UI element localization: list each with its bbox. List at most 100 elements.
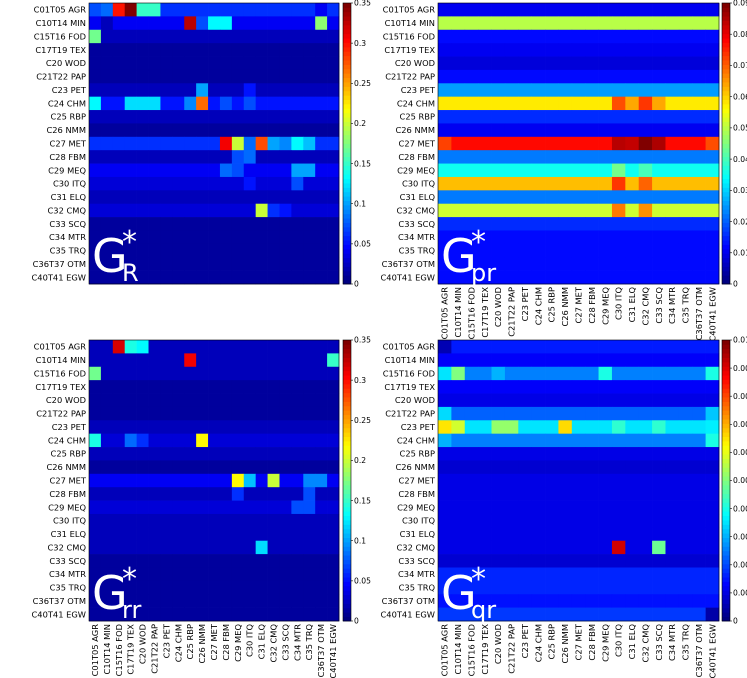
heatmap-cell bbox=[100, 243, 114, 258]
heatmap-cell bbox=[678, 353, 693, 368]
heatmap-cell bbox=[124, 540, 137, 555]
heatmap-cell bbox=[327, 43, 340, 57]
heatmap-cell bbox=[291, 594, 304, 608]
heatmap-cell bbox=[327, 110, 340, 124]
heatmap-cell bbox=[464, 270, 479, 285]
colorbar-segment bbox=[343, 357, 351, 363]
colorbar-segment bbox=[722, 82, 730, 87]
heatmap-cell bbox=[504, 500, 519, 515]
heatmap-cell bbox=[438, 150, 452, 164]
heatmap-cell bbox=[692, 554, 706, 568]
heatmap-cell bbox=[136, 270, 149, 285]
heatmap-cell bbox=[598, 353, 613, 368]
heatmap-cell bbox=[478, 447, 492, 461]
heatmap-cell bbox=[652, 567, 666, 582]
heatmap-cell bbox=[243, 257, 257, 271]
heatmap-cell bbox=[231, 270, 245, 285]
colorbar-tick-label: 0.04 bbox=[733, 155, 747, 164]
heatmap-cell bbox=[100, 257, 114, 271]
colorbar-segment bbox=[722, 55, 730, 61]
heatmap-cell bbox=[692, 217, 706, 231]
heatmap-cell bbox=[611, 150, 626, 164]
heatmap-cell bbox=[451, 447, 466, 461]
colorbar-segment bbox=[343, 191, 351, 197]
heatmap-cell bbox=[172, 190, 185, 205]
heatmap-cell bbox=[705, 136, 720, 151]
heatmap-cell bbox=[315, 3, 328, 17]
heatmap-cell bbox=[315, 393, 328, 408]
heatmap-cell bbox=[545, 163, 559, 178]
row-label: C10T14 MIN bbox=[36, 355, 86, 365]
row-label: C01T05 AGR bbox=[34, 5, 87, 15]
heatmap-cell bbox=[196, 487, 209, 501]
heatmap-cell bbox=[279, 366, 292, 381]
heatmap-cell bbox=[124, 513, 137, 528]
heatmap-cell bbox=[315, 594, 328, 608]
heatmap-cell bbox=[160, 136, 173, 151]
heatmap-cell bbox=[464, 527, 479, 542]
heatmap-cell bbox=[303, 433, 316, 448]
heatmap-cell bbox=[243, 176, 257, 191]
heatmap-cell bbox=[279, 420, 292, 435]
heatmap-cell bbox=[112, 487, 126, 501]
heatmap-cell bbox=[678, 123, 693, 138]
heatmap-cell bbox=[545, 473, 559, 488]
heatmap-cell bbox=[124, 203, 137, 218]
heatmap-cell bbox=[112, 527, 126, 542]
heatmap-cell bbox=[279, 393, 292, 408]
heatmap-cell bbox=[136, 43, 149, 57]
heatmap-cell bbox=[491, 176, 506, 191]
heatmap-cell bbox=[255, 217, 268, 231]
heatmap-cell bbox=[558, 176, 573, 191]
heatmap-frame bbox=[88, 2, 340, 285]
heatmap-cell bbox=[100, 500, 114, 515]
heatmap-cell bbox=[585, 150, 599, 164]
heatmap-cell bbox=[545, 3, 559, 17]
heatmap-cell bbox=[611, 406, 626, 421]
colorbar-tick-label: 0.35 bbox=[354, 0, 371, 8]
heatmap-cell bbox=[571, 43, 586, 57]
heatmap-cell bbox=[243, 460, 257, 475]
heatmap-cell bbox=[231, 366, 245, 381]
heatmap-cell bbox=[100, 607, 114, 622]
colorbar-segment bbox=[722, 226, 730, 232]
heatmap-cell bbox=[545, 123, 559, 138]
heatmap-cell bbox=[124, 217, 137, 231]
heatmap-cell bbox=[451, 420, 466, 435]
heatmap-cell bbox=[124, 447, 137, 461]
heatmap-cell bbox=[291, 340, 304, 354]
heatmap-cell bbox=[124, 420, 137, 435]
heatmap-cell bbox=[638, 110, 653, 124]
heatmap-cell bbox=[231, 163, 245, 178]
heatmap-cell bbox=[638, 217, 653, 231]
colorbar-tick-label: 0.008 bbox=[733, 392, 747, 401]
heatmap-cell bbox=[160, 150, 173, 164]
colorbar-segment bbox=[722, 117, 730, 122]
colorbar-tick-label: 0.25 bbox=[354, 79, 371, 88]
heatmap-cell bbox=[585, 460, 599, 475]
heatmap-cell bbox=[611, 540, 626, 555]
heatmap-cell bbox=[112, 447, 126, 461]
colorbar-segment bbox=[722, 410, 730, 416]
heatmap-cell bbox=[438, 594, 452, 608]
heatmap-cell bbox=[491, 380, 506, 394]
heatmap-cell bbox=[558, 3, 573, 17]
heatmap-cell bbox=[243, 594, 257, 608]
heatmap-cell bbox=[518, 487, 533, 501]
colorbar-tick-label: 0.15 bbox=[354, 496, 371, 505]
heatmap-cell bbox=[172, 540, 185, 555]
heatmap-cell bbox=[598, 540, 613, 555]
heatmap-cell bbox=[478, 56, 492, 71]
heatmap-cell bbox=[315, 270, 328, 285]
heatmap-cell bbox=[219, 406, 233, 421]
heatmap-cell bbox=[705, 203, 720, 218]
heatmap-cell bbox=[438, 270, 452, 285]
heatmap-cell bbox=[279, 150, 292, 164]
heatmap-cell bbox=[652, 243, 666, 258]
heatmap-cell bbox=[585, 380, 599, 394]
colorbar-segment bbox=[343, 42, 351, 48]
heatmap-cell bbox=[438, 69, 452, 84]
heatmap-cell bbox=[464, 243, 479, 258]
heatmap-cell bbox=[255, 447, 268, 461]
heatmap-cell bbox=[172, 230, 185, 245]
